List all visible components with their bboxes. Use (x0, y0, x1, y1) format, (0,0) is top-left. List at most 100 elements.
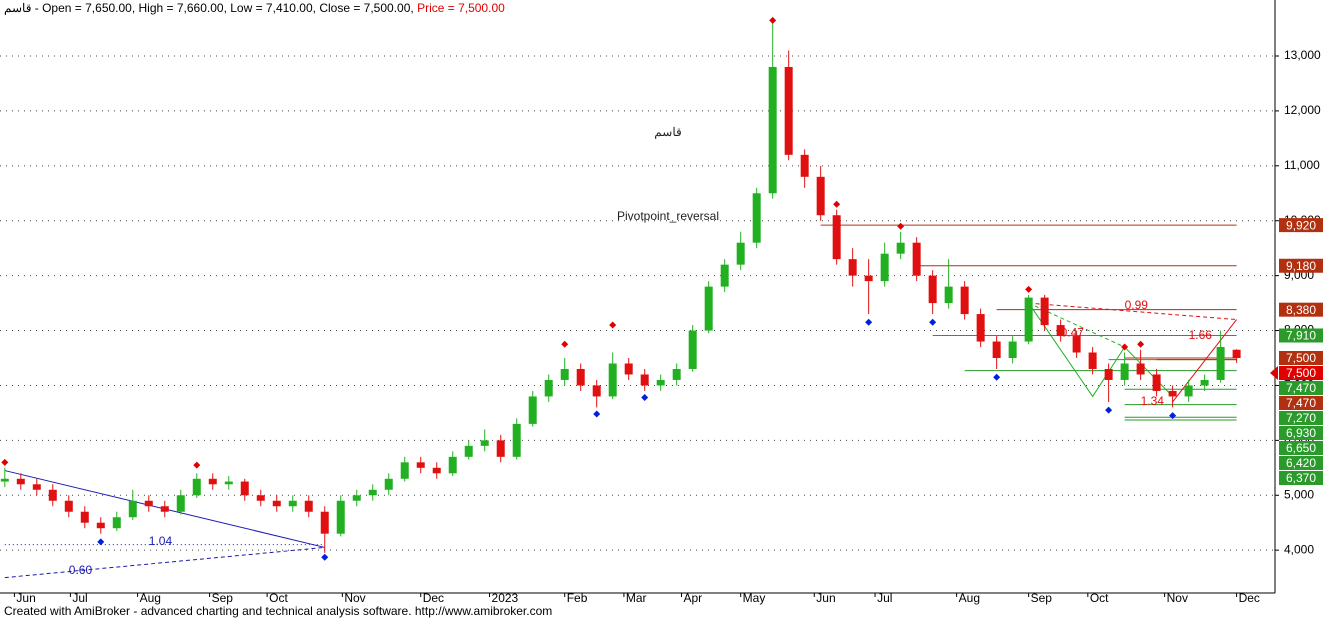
candle-body (880, 253, 889, 282)
level-box (1279, 380, 1323, 395)
candle-body (1072, 336, 1081, 353)
candle-body (944, 286, 953, 304)
pivot-marker (1137, 340, 1145, 348)
candle-body (160, 506, 169, 512)
x-tick-label: May (743, 591, 766, 605)
header: قاسم - Open = 7,650.00, High = 7,660.00,… (4, 1, 505, 15)
candle-body (736, 242, 745, 265)
level-text: 7,500 (1286, 366, 1316, 380)
pivot-marker (897, 222, 905, 230)
y-tick-label: 12,000 (1284, 103, 1321, 117)
level-label: 9,180 (1279, 258, 1323, 273)
candle-body (1056, 325, 1065, 337)
candle-body (512, 423, 521, 457)
level-label: 8,380 (1279, 302, 1323, 317)
candle-body (192, 478, 201, 496)
pivot-marker (865, 318, 873, 326)
x-tick-label: Jul (877, 591, 892, 605)
candle-body (48, 489, 57, 501)
pivot-marker (929, 318, 937, 326)
x-tick-label: Oct (1090, 591, 1109, 605)
x-tick-label: Jun (16, 591, 35, 605)
level-label: 6,930 (1279, 425, 1323, 440)
candle-body (688, 330, 697, 369)
candle-body (464, 445, 473, 457)
candle-body (432, 467, 441, 474)
x-tick-label: Feb (567, 591, 588, 605)
level-box (1279, 455, 1323, 470)
price: Price = 7,500.00 (417, 1, 505, 15)
level-text: 9,920 (1286, 218, 1316, 232)
level-text: 7,270 (1286, 411, 1316, 425)
level-label: 7,500 (1279, 350, 1323, 365)
pivot-marker (561, 340, 569, 348)
watermark: قاسم (654, 125, 681, 139)
annotation: 0.47 (1061, 325, 1085, 339)
candle-body (752, 193, 761, 243)
candle-body (640, 374, 649, 386)
candle-body (1232, 349, 1241, 358)
candle-body (352, 495, 361, 501)
candle-body (960, 286, 969, 315)
candle-body (576, 368, 585, 386)
candle-body (320, 511, 329, 534)
candle-body (112, 517, 121, 529)
x-tick-label: 2023 (492, 591, 519, 605)
x-tick-label: Nov (344, 591, 365, 605)
level-label: 7,500 (1270, 365, 1323, 380)
candle-body (304, 500, 313, 512)
x-tick-label: Oct (269, 591, 288, 605)
level-box (1279, 410, 1323, 425)
candle-body (720, 264, 729, 287)
annotation: 1.34 (1141, 394, 1165, 408)
x-tick-label: Dec (423, 591, 444, 605)
level-box (1279, 350, 1323, 365)
annotation: 1.04 (149, 534, 173, 548)
level-box (1279, 218, 1323, 233)
indicator-name: Pivotpoint_reversal (617, 209, 719, 223)
level-label: 7,270 (1279, 410, 1323, 425)
candle-body (1104, 368, 1113, 380)
trendline (4, 546, 325, 579)
candle-body (832, 215, 841, 260)
annotation: 1.66 (1189, 328, 1213, 342)
candle-body (496, 440, 505, 457)
candle-body (608, 363, 617, 397)
candle-body (384, 478, 393, 490)
candle-body (1216, 347, 1225, 380)
pivot-marker (1105, 406, 1113, 414)
y-tick-label: 5,000 (1284, 487, 1314, 501)
current-price-arrow (1270, 365, 1278, 380)
pivot-marker (769, 16, 777, 24)
x-tick-label: Jul (72, 591, 87, 605)
ohlc: - Open = 7,650.00, High = 7,660.00, Low … (31, 1, 417, 15)
candle-body (480, 440, 489, 446)
x-tick-label: Dec (1239, 591, 1260, 605)
pivot-marker (321, 553, 329, 561)
candle-body (928, 275, 937, 304)
pivot-marker (641, 394, 649, 402)
candle-body (400, 462, 409, 479)
level-text: 7,910 (1286, 329, 1316, 343)
candle-body (16, 478, 25, 485)
y-tick-label: 13,000 (1284, 48, 1321, 62)
level-box (1279, 258, 1323, 273)
candle-body (1120, 363, 1129, 380)
candle-body (256, 495, 265, 501)
level-box (1279, 395, 1323, 410)
x-tick-label: Aug (959, 591, 980, 605)
candle-body (416, 462, 425, 468)
pivot-marker (1121, 343, 1129, 351)
candle-body (176, 495, 185, 512)
candle-body (32, 484, 41, 490)
x-tick-label: Nov (1167, 591, 1188, 605)
candle-body (208, 478, 217, 485)
footer: Created with AmiBroker - advanced charti… (4, 604, 552, 618)
candle-body (1040, 297, 1049, 326)
pivot-marker (609, 321, 617, 329)
level-text: 6,370 (1286, 471, 1316, 485)
level-box (1279, 302, 1323, 317)
level-box (1279, 365, 1323, 380)
